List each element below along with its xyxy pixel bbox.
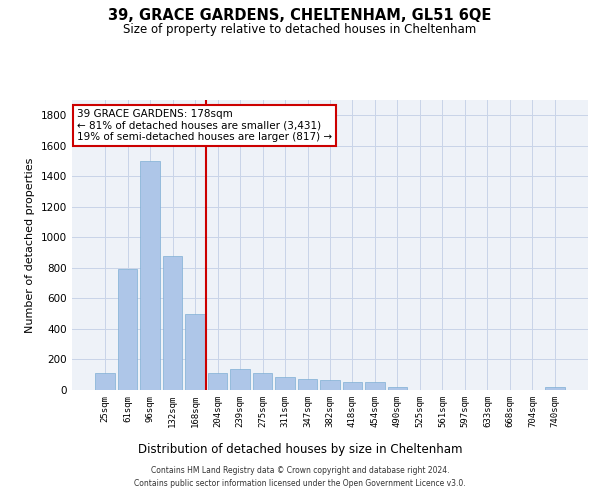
- Y-axis label: Number of detached properties: Number of detached properties: [25, 158, 35, 332]
- Bar: [298, 378, 317, 390]
- Bar: [365, 382, 385, 390]
- Bar: [343, 382, 362, 390]
- Text: 39, GRACE GARDENS, CHELTENHAM, GL51 6QE: 39, GRACE GARDENS, CHELTENHAM, GL51 6QE: [109, 8, 491, 22]
- Bar: [118, 270, 137, 390]
- Bar: [140, 161, 160, 390]
- Bar: [185, 314, 205, 390]
- Text: Distribution of detached houses by size in Cheltenham: Distribution of detached houses by size …: [138, 442, 462, 456]
- Text: Contains HM Land Registry data © Crown copyright and database right 2024.
Contai: Contains HM Land Registry data © Crown c…: [134, 466, 466, 487]
- Text: 39 GRACE GARDENS: 178sqm
← 81% of detached houses are smaller (3,431)
19% of sem: 39 GRACE GARDENS: 178sqm ← 81% of detach…: [77, 108, 332, 142]
- Bar: [275, 377, 295, 390]
- Bar: [163, 256, 182, 390]
- Bar: [320, 380, 340, 390]
- Bar: [230, 368, 250, 390]
- Text: Size of property relative to detached houses in Cheltenham: Size of property relative to detached ho…: [124, 22, 476, 36]
- Bar: [388, 387, 407, 390]
- Bar: [253, 373, 272, 390]
- Bar: [208, 373, 227, 390]
- Bar: [545, 387, 565, 390]
- Bar: [95, 373, 115, 390]
